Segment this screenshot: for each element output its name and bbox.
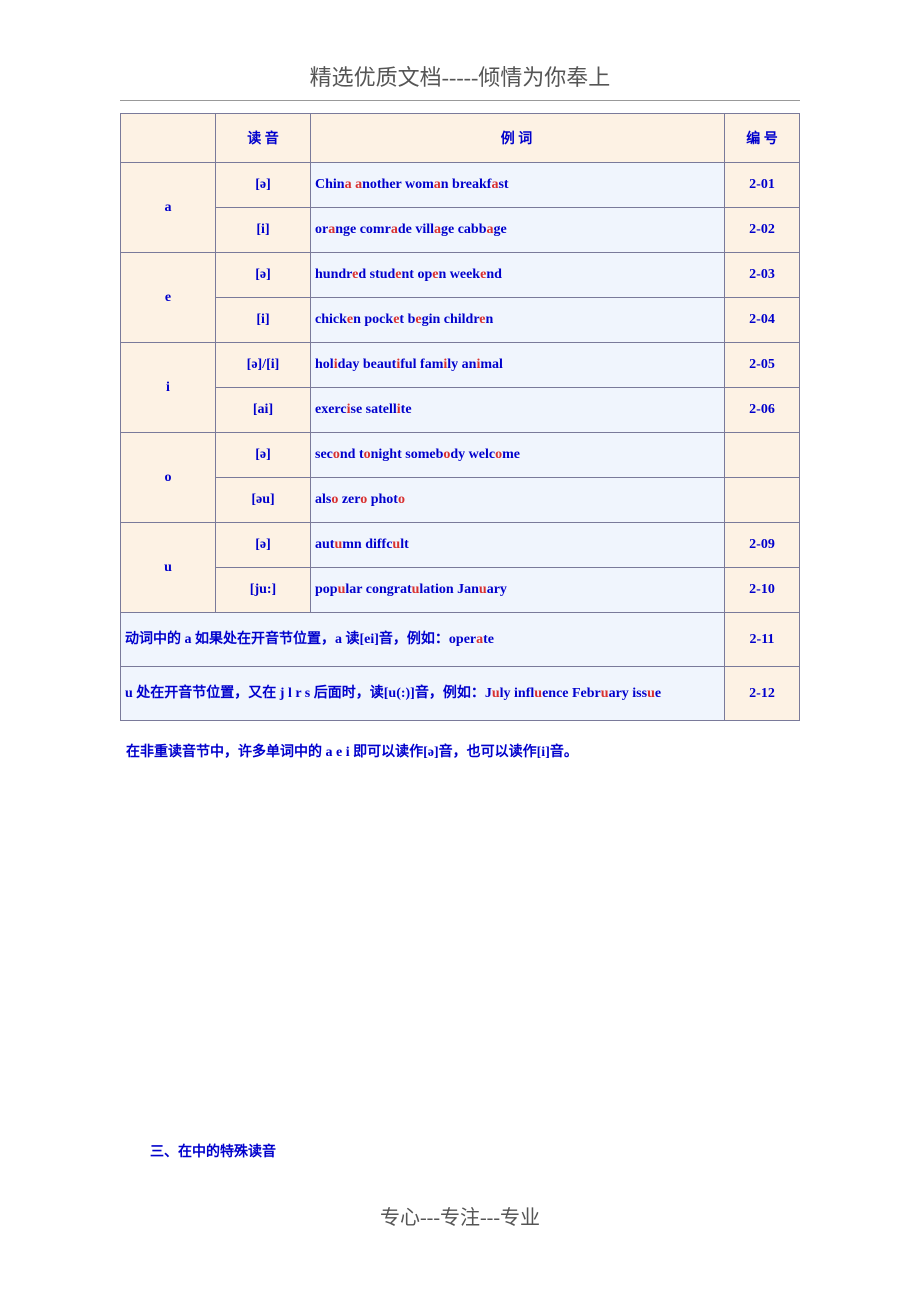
num-cell: 2-12 [725,667,800,721]
num-cell [725,433,800,478]
header-blank [121,114,216,163]
words-cell: second tonight somebody welcome [311,433,725,478]
words-cell: exercise satellite [311,388,725,433]
table-header-row: 读 音 例 词 编 号 [121,114,800,163]
table-row: e [ə] hundred student open weekend 2-03 [121,253,800,298]
sound-cell: [ə] [216,253,311,298]
words-cell: orange comrade village cabbage [311,208,725,253]
sound-cell: [əu] [216,478,311,523]
sound-cell: [ai] [216,388,311,433]
header-words: 例 词 [311,114,725,163]
num-cell: 2-05 [725,343,800,388]
words-cell: hundred student open weekend [311,253,725,298]
num-cell: 2-01 [725,163,800,208]
note-cell: 动词中的 a 如果处在开音节位置，a 读[ei]音，例如：operate [121,613,725,667]
num-cell: 2-10 [725,568,800,613]
note-row: u 处在开音节位置，又在 j l r s 后面时，读[u(:)]音，例如：Jul… [121,667,800,721]
sound-cell: [ə] [216,523,311,568]
letter-cell: u [121,523,216,613]
table-row: [ai] exercise satellite 2-06 [121,388,800,433]
table-row: [əu] also zero photo [121,478,800,523]
table-row: u [ə] autumn diffcult 2-09 [121,523,800,568]
sound-cell: [ə]/[i] [216,343,311,388]
sound-cell: [ə] [216,433,311,478]
words-cell: autumn diffcult [311,523,725,568]
table-row: [i] chicken pocket begin children 2-04 [121,298,800,343]
num-cell [725,478,800,523]
num-cell: 2-06 [725,388,800,433]
note-cell: u 处在开音节位置，又在 j l r s 后面时，读[u(:)]音，例如：Jul… [121,667,725,721]
words-cell: holiday beautiful family animal [311,343,725,388]
letter-cell: a [121,163,216,253]
section-title: 三、在中的特殊读音 [120,1141,800,1161]
num-cell: 2-02 [725,208,800,253]
table-row: o [ə] second tonight somebody welcome [121,433,800,478]
phonics-table: 读 音 例 词 编 号 a [ə] China another woman br… [120,113,800,721]
header-num: 编 号 [725,114,800,163]
table-row: a [ə] China another woman breakfast 2-01 [121,163,800,208]
table-row: [i] orange comrade village cabbage 2-02 [121,208,800,253]
header-sound: 读 音 [216,114,311,163]
words-cell: chicken pocket begin children [311,298,725,343]
document-page: 精选优质文档-----倾情为你奉上 读 音 例 词 编 号 a [ə] Chin… [0,0,920,1302]
num-cell: 2-09 [725,523,800,568]
num-cell: 2-04 [725,298,800,343]
header-rule [120,100,800,101]
table-row: i [ə]/[i] holiday beautiful family anima… [121,343,800,388]
words-cell: also zero photo [311,478,725,523]
sound-cell: [i] [216,208,311,253]
sound-cell: [i] [216,298,311,343]
note-row: 动词中的 a 如果处在开音节位置，a 读[ei]音，例如：operate 2-1… [121,613,800,667]
words-cell: popular congratulation January [311,568,725,613]
num-cell: 2-03 [725,253,800,298]
sound-cell: [ju:] [216,568,311,613]
sound-cell: [ə] [216,163,311,208]
page-footer: 专心---专注---专业 [0,1201,920,1230]
num-cell: 2-11 [725,613,800,667]
letter-cell: i [121,343,216,433]
page-header: 精选优质文档-----倾情为你奉上 [120,60,800,92]
letter-cell: e [121,253,216,343]
table-row: [ju:] popular congratulation January 2-1… [121,568,800,613]
footnote-text: 在非重读音节中，许多单词中的 a e i 即可以读作[ə]音，也可以读作[i]音… [120,741,800,761]
words-cell: China another woman breakfast [311,163,725,208]
letter-cell: o [121,433,216,523]
